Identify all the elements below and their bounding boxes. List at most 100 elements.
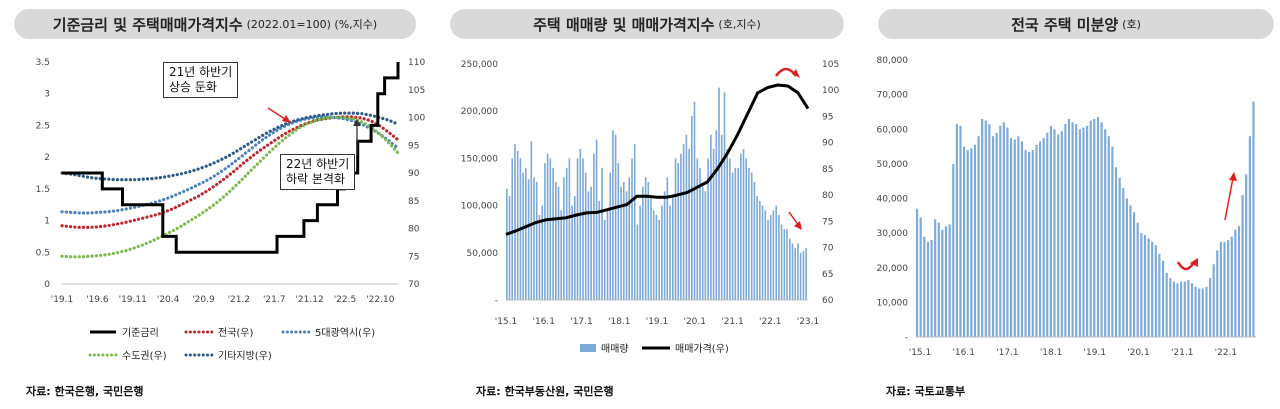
volume-bar xyxy=(606,210,609,300)
x-tick-label: '20.4 xyxy=(157,295,180,305)
volume-bar xyxy=(715,130,718,300)
volume-bar xyxy=(672,196,674,300)
unsold-bar xyxy=(1046,132,1049,337)
unsold-bar xyxy=(1248,136,1251,337)
volume-bar xyxy=(688,149,690,300)
volume-bar xyxy=(533,177,535,300)
unsold-bar xyxy=(1172,281,1175,337)
volume-bar xyxy=(579,149,582,300)
unsold-bar xyxy=(1100,122,1103,337)
legend-label: 매매가격(우) xyxy=(675,342,729,355)
panel-unsold: 전국 주택 미분양 (호) - 10,000 20,000 30,000 40,000 5… xyxy=(860,0,1280,409)
unsold-bar xyxy=(963,146,966,337)
y-right-tick-label: 95 xyxy=(408,141,419,151)
x-tick-label: '18.1 xyxy=(1040,348,1063,358)
unsold-bar xyxy=(995,132,998,337)
volume-bar xyxy=(530,141,533,300)
unsold-bar xyxy=(1028,151,1031,337)
unsold-bar xyxy=(1122,188,1125,337)
arrow-head xyxy=(1229,172,1237,181)
unsold-bar xyxy=(959,125,962,337)
volume-bar xyxy=(750,172,753,300)
arrow-head xyxy=(1190,258,1198,267)
chart-rate-price: 0 0.5 1 1.5 2 2.5 3 3.5 70 75 80 85 90 95 100 105 110 '19… xyxy=(36,58,426,362)
volume-bar xyxy=(789,238,791,300)
unsold-bar xyxy=(1006,127,1009,337)
y-left-tick-label: 0.5 xyxy=(36,248,50,258)
unsold-bar xyxy=(981,118,984,338)
volume-bar xyxy=(701,186,704,300)
unsold-bar xyxy=(977,136,980,337)
volume-bar xyxy=(609,172,612,300)
unsold-bar xyxy=(1053,129,1056,338)
unsold-bar xyxy=(1057,134,1060,337)
arrow-head xyxy=(282,115,291,123)
y-right-tick-label: 65 xyxy=(822,270,833,280)
title-text: 전국 주택 미분양 xyxy=(1011,15,1119,34)
x-tick-label: '20.1 xyxy=(683,317,706,327)
volume-bar xyxy=(677,163,680,300)
unsold-bar xyxy=(1010,137,1013,337)
volume-bar xyxy=(549,158,552,300)
y-right-tick-label: 95 xyxy=(822,112,833,122)
unsold-bar xyxy=(1013,139,1016,337)
y-left-tick-label: 1.5 xyxy=(36,185,50,195)
arrow-head xyxy=(792,69,800,78)
volume-bar xyxy=(555,182,557,300)
unsold-bar xyxy=(1230,236,1233,337)
x-tick-label: '19.1 xyxy=(646,317,669,327)
y-tick-label: - xyxy=(905,333,908,343)
volume-bar xyxy=(527,179,530,300)
x-tick-label: '23.1 xyxy=(797,317,820,327)
volume-bar xyxy=(745,158,748,300)
y-right-tick-label: 100 xyxy=(822,86,839,96)
unsold-bar xyxy=(973,144,977,337)
volume-bar xyxy=(508,196,511,300)
volume-bar xyxy=(742,149,745,300)
x-tick-label: '21.7 xyxy=(263,295,286,305)
unsold-bar xyxy=(930,240,933,337)
y-right-tick-label: 90 xyxy=(408,169,420,179)
unsold-bar xyxy=(1136,222,1139,337)
unsold-bar xyxy=(966,150,969,337)
y-tick-label: 80,000 xyxy=(877,56,909,66)
unsold-bar xyxy=(988,124,991,337)
unsold-bar xyxy=(992,136,995,337)
y-tick-label: 50,000 xyxy=(877,160,909,170)
volume-bar xyxy=(620,186,622,300)
volume-bar xyxy=(663,191,666,300)
trend-arrow xyxy=(1224,177,1234,221)
volume-bar xyxy=(642,186,644,300)
x-tick-label: '15.1 xyxy=(495,317,518,327)
y-left-tick-label: 100,000 xyxy=(461,202,498,212)
unsold-bar xyxy=(1227,240,1230,337)
unsold-bar xyxy=(1042,137,1045,337)
annotation-line: 22년 하반기 xyxy=(286,157,350,171)
volume-bar xyxy=(506,188,508,300)
volume-bar xyxy=(590,186,592,300)
panel-title: 전국 주택 미분양 (호) xyxy=(878,9,1274,39)
volume-bar xyxy=(552,167,554,300)
y-tick-label: 40,000 xyxy=(877,195,909,205)
volume-bar xyxy=(748,167,750,300)
volume-bar xyxy=(650,196,652,300)
volume-bar xyxy=(797,243,799,300)
panel-volume-price: 주택 매매량 및 매매가격지수 (호,지수) - 50,000 100,000 150… xyxy=(430,0,850,409)
x-tick-label: '22.1 xyxy=(1215,348,1238,358)
y-right-tick-label: 100 xyxy=(408,114,425,124)
volume-bar xyxy=(718,87,720,300)
x-tick-label: '22.1 xyxy=(759,317,782,327)
volume-bar xyxy=(712,149,715,300)
volume-bar xyxy=(614,134,617,300)
unsold-bar xyxy=(1060,131,1063,337)
arrow-head xyxy=(353,119,361,126)
unsold-bar xyxy=(1075,124,1078,337)
volume-bar xyxy=(565,167,568,300)
unsold-bar xyxy=(1089,120,1092,337)
unsold-bar xyxy=(1154,245,1157,337)
x-tick-label: '21.12 xyxy=(295,295,323,305)
unsold-bar xyxy=(1245,174,1248,337)
volume-bar xyxy=(647,182,650,300)
legend-label: 기타지방(우) xyxy=(218,350,272,362)
unsold-bar xyxy=(999,125,1002,337)
